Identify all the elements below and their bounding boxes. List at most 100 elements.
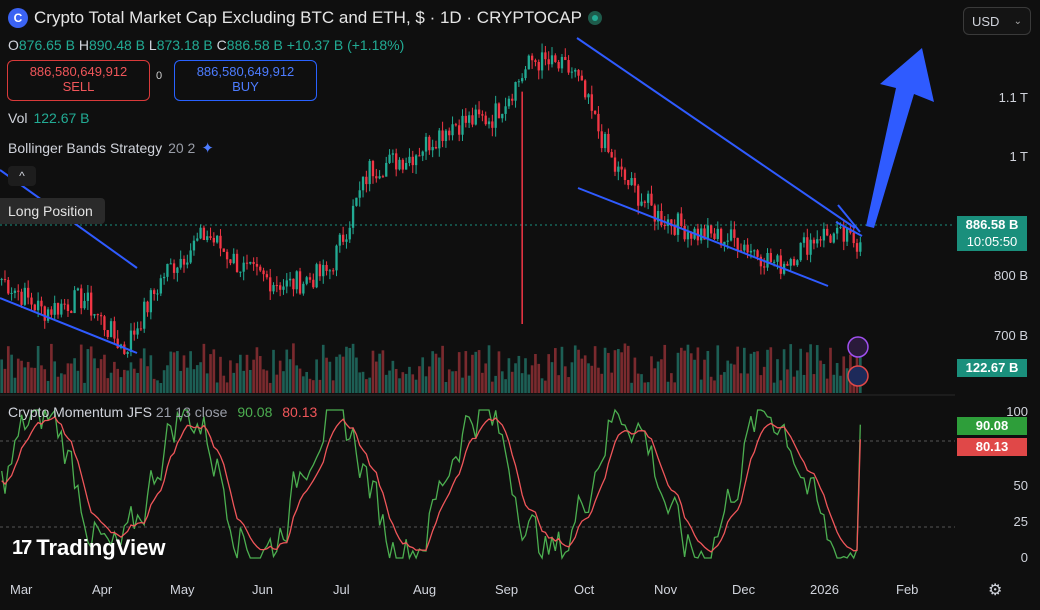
volume-bar [348, 348, 352, 393]
volume-bar [782, 349, 786, 393]
candle-body [10, 292, 13, 294]
candle-body [23, 287, 27, 305]
candle-body [567, 60, 570, 73]
market-status-icon [587, 11, 602, 25]
volume-bar [13, 377, 17, 393]
volume-bar [335, 356, 338, 393]
candle-body [93, 314, 96, 316]
candle-body [388, 154, 391, 163]
candle-body [196, 238, 199, 241]
volume-bar [285, 349, 289, 393]
volume-bar [182, 355, 186, 393]
sell-button[interactable]: 886,580,649,912 SELL [7, 60, 150, 101]
volume-bar [16, 358, 20, 393]
volume-bar [56, 376, 60, 393]
candle-body [613, 157, 617, 172]
volume-bar [626, 345, 630, 393]
candle-body [242, 262, 245, 272]
volume-bar [683, 350, 686, 393]
candle-body [812, 239, 816, 244]
volume-bar [746, 373, 749, 393]
long-position-label[interactable]: Long Position [0, 198, 105, 224]
candle-body [779, 255, 782, 274]
volume-legend[interactable]: Vol 122.67 B [8, 110, 90, 126]
candle-body [378, 176, 381, 179]
volume-bar [411, 374, 415, 393]
currency-select[interactable]: USD ⌄ [963, 7, 1031, 35]
candle-body [514, 82, 517, 101]
volume-bar [30, 367, 33, 393]
volume-bar [202, 343, 206, 393]
candle-body [381, 176, 385, 178]
sparkle-icon[interactable]: ✦ [201, 140, 214, 157]
collapse-legend-button[interactable]: ^ [8, 166, 36, 186]
volume-bar [20, 360, 23, 393]
trendline [835, 221, 863, 237]
volume-bar [520, 373, 524, 393]
candle-body [43, 306, 46, 321]
candle-body [385, 162, 388, 177]
volume-bar [215, 382, 219, 393]
volume-bar [792, 376, 796, 393]
buy-price: 886,580,649,912 [196, 64, 295, 79]
indicator-params: 20 2 [168, 140, 196, 156]
candle-body [292, 278, 295, 290]
candle-body [249, 261, 252, 264]
buy-button[interactable]: 886,580,649,912 BUY [174, 60, 317, 101]
candle-body [3, 279, 7, 281]
volume-bar [424, 376, 428, 393]
candle-body [597, 113, 600, 132]
candle-body [584, 80, 587, 98]
momentum-legend[interactable]: Crypto Momentum JFS 21 13 close 90.08 80… [8, 404, 318, 420]
candle-body [401, 159, 404, 170]
candle-body [371, 160, 375, 177]
volume-bar [769, 347, 773, 393]
volume-bar [36, 346, 40, 393]
candle-body [474, 109, 477, 125]
y-tick-1-1t: 1.1 T [998, 90, 1028, 105]
candle-body [467, 115, 471, 123]
volume-bar [338, 354, 342, 393]
volume-bar [752, 351, 756, 393]
lightning-icon [847, 336, 869, 358]
candle-body [786, 263, 789, 266]
tradingview-logo: 17 TradingView [12, 535, 166, 560]
volume-bar [583, 355, 587, 393]
volume-bar [822, 364, 826, 393]
candle-body [431, 146, 434, 151]
volume-bar [311, 380, 315, 393]
volume-bar [305, 371, 308, 393]
indicator-legend[interactable]: Bollinger Bands Strategy 20 2 ✦ [8, 139, 214, 157]
candle-body [123, 344, 126, 354]
volume-bar [467, 375, 471, 393]
trendline [0, 297, 138, 354]
candle-body [763, 266, 766, 268]
x-tick-nov: Nov [654, 582, 678, 597]
trendline [577, 187, 829, 287]
volume-bar [288, 359, 292, 393]
settings-gear-icon[interactable]: ⚙ [988, 582, 1003, 599]
volume-bar [457, 352, 461, 393]
volume-bar [524, 358, 527, 393]
volume-bar [123, 369, 126, 393]
volume-bar [278, 360, 282, 393]
symbol-header[interactable]: C Crypto Total Market Cap Excluding BTC … [8, 8, 602, 28]
volume-bar [199, 362, 202, 393]
candle-body [272, 285, 275, 292]
volume-bar [590, 365, 594, 393]
volume-bar [749, 353, 753, 393]
volume-bar [219, 356, 222, 393]
candle-body [477, 109, 481, 115]
candle-body [229, 259, 232, 264]
volume-bar [205, 373, 209, 393]
candle-body [554, 55, 557, 62]
volume-bar [550, 362, 554, 393]
volume-bar [391, 360, 395, 393]
chevron-up-icon: ^ [19, 169, 25, 183]
volume-bar [298, 368, 302, 393]
volume-bar [696, 347, 700, 393]
volume-bar [189, 351, 192, 393]
volume-bar [477, 350, 481, 393]
volume-bar [225, 382, 229, 393]
